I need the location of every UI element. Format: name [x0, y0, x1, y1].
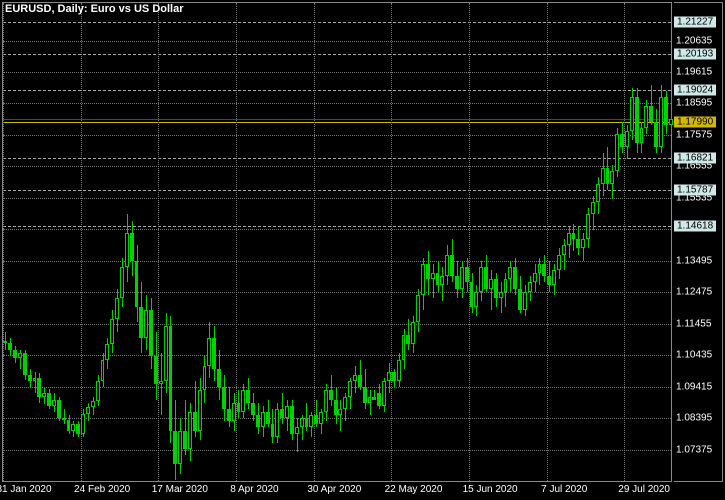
- grid-line: [3, 198, 671, 199]
- pivot-label: 1.20193: [674, 49, 716, 60]
- y-tick-label: 1.10435: [676, 350, 712, 361]
- x-tick-label: 29 Jul 2020: [618, 484, 670, 495]
- pivot-line: [3, 90, 671, 91]
- pivot-label: 1.16821: [674, 153, 716, 164]
- grid-line: [3, 324, 671, 325]
- pivot-line: [3, 190, 671, 191]
- grid-line: [3, 292, 671, 293]
- y-tick-label: 1.07375: [676, 444, 712, 455]
- pivot-label: 1.15787: [674, 185, 716, 196]
- x-tick-label: 30 Apr 2020: [307, 484, 361, 495]
- pivot-line: [3, 122, 671, 123]
- grid-line: [3, 418, 671, 419]
- grid-line: [3, 135, 671, 136]
- grid-line: [3, 261, 671, 262]
- y-tick-label: 1.20635: [676, 35, 712, 46]
- grid-line: [469, 3, 470, 481]
- x-tick-label: 24 Feb 2020: [74, 484, 130, 495]
- pivot-label: 1.14618: [674, 221, 716, 232]
- x-tick-label: 8 Apr 2020: [230, 484, 278, 495]
- grid-line: [547, 3, 548, 481]
- x-tick-label: 15 Jun 2020: [463, 484, 518, 495]
- y-tick-label: 1.11455: [676, 318, 711, 329]
- current-price-line: [3, 119, 671, 120]
- plot-area[interactable]: [2, 2, 672, 482]
- pivot-line: [3, 54, 671, 55]
- y-tick-label: 1.13495: [676, 255, 712, 266]
- grid-line: [3, 229, 671, 230]
- y-axis: 1.07375 1.08395 1.09415 1.10435 1.11455 1.124…: [674, 2, 723, 482]
- pivot-line: [3, 22, 671, 23]
- grid-line: [158, 3, 159, 481]
- grid-line: [81, 3, 82, 481]
- x-tick-label: 17 Mar 2020: [152, 484, 208, 495]
- y-tick-label: 1.18595: [676, 98, 712, 109]
- x-tick-label: 31 Jan 2020: [0, 484, 52, 495]
- y-tick-label: 1.19615: [676, 66, 712, 77]
- grid-line: [3, 3, 4, 481]
- grid-line: [314, 3, 315, 481]
- grid-line: [3, 72, 671, 73]
- pivot-label: 1.19024: [674, 85, 716, 96]
- pivot-label: 1.21227: [674, 17, 716, 28]
- candlestick-chart[interactable]: EURUSD, Daily: Euro vs US Dollar 1.07375…: [0, 0, 725, 500]
- grid-line: [3, 166, 671, 167]
- grid-line: [3, 41, 671, 42]
- x-tick-label: 7 Jul 2020: [541, 484, 587, 495]
- y-tick-label: 1.12475: [676, 287, 712, 298]
- y-tick-label: 1.09415: [676, 381, 712, 392]
- chart-title: EURUSD, Daily: Euro vs US Dollar: [5, 3, 184, 15]
- x-axis: 31 Jan 2020 24 Feb 2020 17 Mar 2020 8 Apr 2…: [2, 484, 672, 498]
- grid-line: [624, 3, 625, 481]
- grid-line: [391, 3, 392, 481]
- x-tick-label: 22 May 2020: [385, 484, 443, 495]
- grid-line: [3, 450, 671, 451]
- grid-line: [3, 103, 671, 104]
- y-tick-label: 1.17575: [676, 129, 712, 140]
- pivot-line: [3, 158, 671, 159]
- y-tick-label: 1.08395: [676, 413, 712, 424]
- pivot-line: [3, 226, 671, 227]
- pivot-label: 1.17990: [674, 117, 716, 128]
